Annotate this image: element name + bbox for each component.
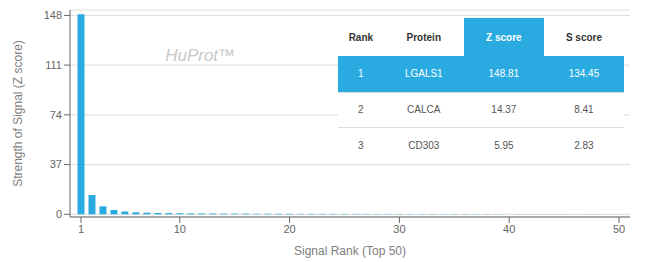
svg-text:30: 30 xyxy=(393,223,405,235)
svg-text:Signal Rank (Top 50): Signal Rank (Top 50) xyxy=(294,244,406,258)
svg-text:50: 50 xyxy=(613,223,625,235)
html-text:CD303: CD303 xyxy=(408,139,440,151)
svg-text:10: 10 xyxy=(174,223,186,235)
html-text:148.81: 148.81 xyxy=(488,68,520,80)
html-text:CALCA: CALCA xyxy=(407,104,441,116)
html-text:HuProt™: HuProt™ xyxy=(165,45,236,65)
html-text:S score: S score xyxy=(565,31,602,43)
html-text:8.41: 8.41 xyxy=(574,104,594,116)
svg-text:37: 37 xyxy=(50,158,62,170)
html-text:Rank: Rank xyxy=(348,31,374,43)
svg-text:20: 20 xyxy=(283,223,295,235)
svg-text:148: 148 xyxy=(44,9,62,21)
svg-text:40: 40 xyxy=(503,223,515,235)
svg-text:0: 0 xyxy=(56,208,62,220)
svg-text:111: 111 xyxy=(45,59,62,71)
html-text:Protein: Protein xyxy=(406,31,441,43)
html-text:134.45: 134.45 xyxy=(568,68,600,80)
html-text:LGALS1: LGALS1 xyxy=(404,68,443,80)
svg-text:74: 74 xyxy=(50,109,62,121)
html-text:2.83: 2.83 xyxy=(574,139,594,151)
html-text:1: 1 xyxy=(358,68,364,80)
svg-text:1: 1 xyxy=(78,223,84,235)
html-text:2: 2 xyxy=(358,104,364,116)
html-text:3: 3 xyxy=(358,139,364,151)
html-text:5.95: 5.95 xyxy=(494,139,514,151)
html-text:Z score: Z score xyxy=(486,31,522,43)
svg-text:Strength of Signal (Z score): Strength of Signal (Z score) xyxy=(11,40,25,187)
html-text:14.37: 14.37 xyxy=(491,104,517,116)
